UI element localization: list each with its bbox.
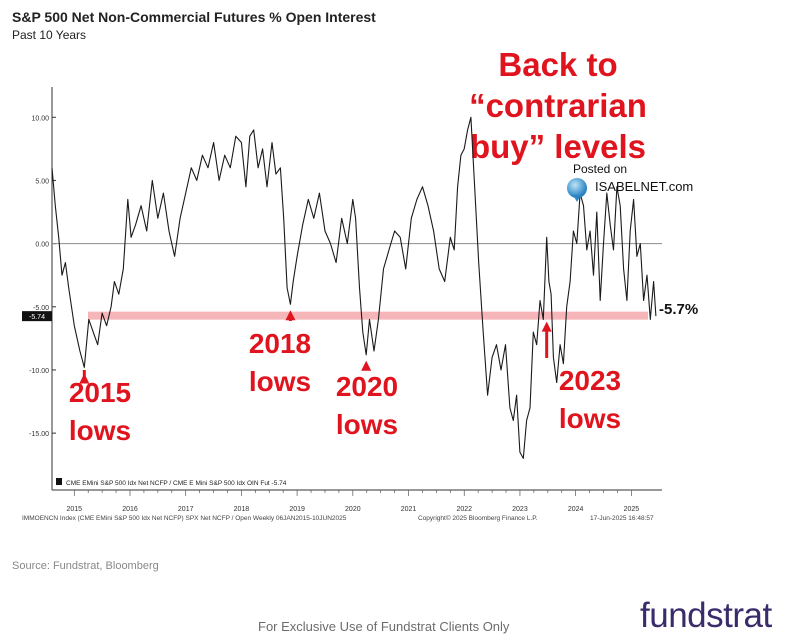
y-tick-label: -5.00	[33, 305, 49, 312]
y-tick-label: 10.00	[31, 115, 49, 122]
x-tick-label: 2021	[401, 506, 417, 513]
watermark: Posted on ISABELNET.com	[567, 160, 693, 196]
x-tick-label: 2023	[512, 506, 528, 513]
y-tick-label: -10.00	[29, 368, 49, 375]
legend-label: CME EMini S&P 500 Idx Net NCFP / CME E M…	[66, 480, 287, 487]
disclaimer: For Exclusive Use of Fundstrat Clients O…	[258, 619, 510, 634]
bloomberg-footer-left: IMMOENCN Index (CME EMini S&P 500 Idx Ne…	[22, 515, 347, 522]
annotation-label-year: 2015	[69, 377, 131, 408]
globe-icon	[567, 178, 587, 202]
headline-line-2: buy” levels	[469, 128, 647, 165]
y-tick-label: -15.00	[29, 431, 49, 438]
annotation-arrow-head	[285, 310, 296, 321]
x-tick-label: 2024	[568, 506, 584, 513]
x-tick-label: 2019	[289, 506, 305, 513]
annotation-label-year: 2020	[336, 371, 398, 402]
posted-on-label: Posted on	[573, 162, 628, 176]
annotation-arrow-head	[361, 360, 372, 371]
x-tick-label: 2016	[122, 506, 138, 513]
annotation-arrow-head	[541, 321, 552, 332]
current-value-label: -5.7%	[659, 301, 698, 318]
bloomberg-footer-right: 17-Jun-2025 16:48:57	[590, 515, 654, 522]
watermark-brand: ISABELNET.com	[595, 179, 694, 194]
x-tick-label: 2022	[456, 506, 472, 513]
source-note: Source: Fundstrat, Bloomberg	[12, 560, 159, 572]
x-tick-label: 2017	[178, 506, 194, 513]
current-value-tag-bg	[22, 311, 52, 322]
annotation-label-lows: lows	[559, 403, 621, 434]
headline-annotation: Back to “contrarian buy” levels	[408, 44, 708, 167]
headline-line-1: Back to “contrarian	[469, 46, 647, 124]
annotation-arrow-head	[79, 373, 90, 384]
annotation-label-year: 2018	[249, 328, 311, 359]
chart-title: S&P 500 Net Non-Commercial Futures % Ope…	[12, 9, 376, 25]
chart-subtitle: Past 10 Years	[12, 28, 87, 42]
annotation-label-lows: lows	[69, 415, 131, 446]
series-line	[51, 116, 657, 459]
annotation-label-year: 2023	[559, 365, 621, 396]
annotation-label-lows: lows	[336, 409, 398, 440]
x-tick-label: 2025	[624, 506, 640, 513]
threshold-band	[88, 311, 648, 320]
y-tick-label: 5.00	[35, 178, 49, 185]
legend-swatch	[56, 478, 62, 485]
x-tick-label: 2020	[345, 506, 361, 513]
current-value-tag: -5.74	[29, 314, 45, 321]
bloomberg-footer-mid: Copyright© 2025 Bloomberg Finance L.P.	[418, 514, 538, 522]
fundstrat-logo: fundstrat	[640, 596, 772, 635]
annotation-label-lows: lows	[249, 366, 311, 397]
y-tick-label: 0.00	[35, 242, 49, 249]
x-tick-label: 2018	[234, 506, 250, 513]
x-tick-label: 2015	[66, 506, 82, 513]
